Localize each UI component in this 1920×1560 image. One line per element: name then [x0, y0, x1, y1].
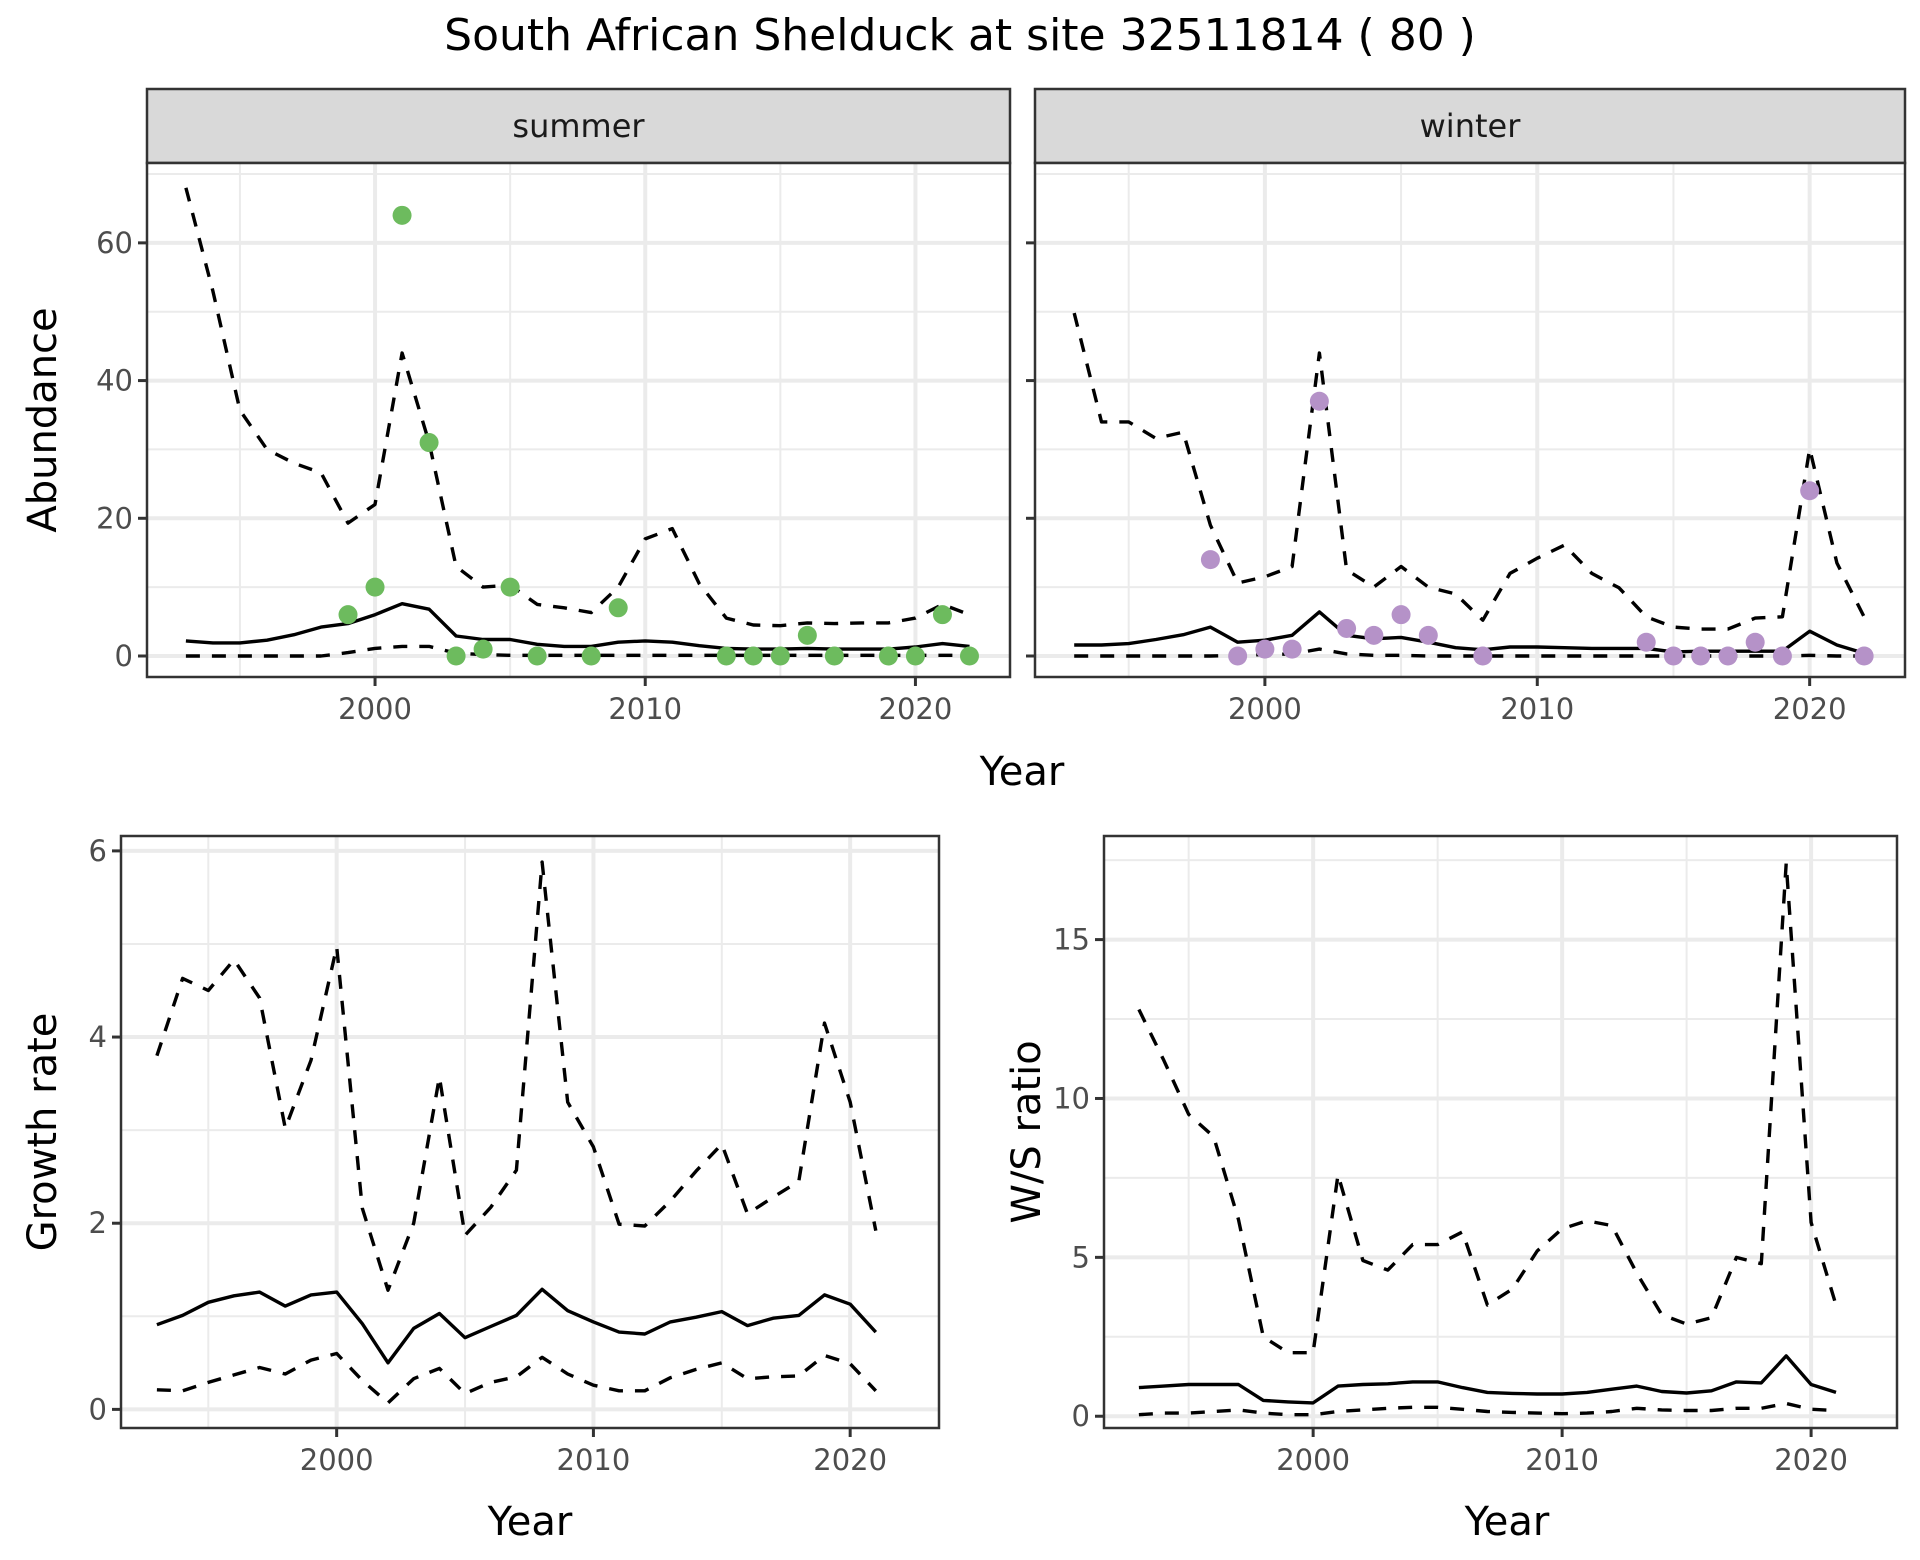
data-point: [932, 605, 952, 625]
series-line-upper: [1137, 861, 1838, 1355]
data-point: [365, 577, 385, 597]
data-point: [1255, 639, 1275, 659]
x-tick-label: 2000: [300, 1443, 374, 1477]
series-line-upper: [155, 860, 878, 1292]
data-point: [905, 646, 925, 666]
y-tick-label: 0: [1072, 1399, 1090, 1433]
x-tick-label: 2020: [813, 1443, 887, 1477]
data-point: [1691, 646, 1711, 666]
y-tick-label: 10: [1053, 1081, 1090, 1115]
data-point: [1663, 646, 1683, 666]
x-tick-label: 2020: [1774, 1443, 1848, 1477]
data-point: [1364, 625, 1384, 645]
data-point: [743, 646, 763, 666]
plot-background: [1104, 836, 1897, 1428]
data-point: [1745, 632, 1765, 652]
series-line-lower: [156, 1351, 878, 1405]
panel-border: [119, 834, 941, 1430]
data-point: [770, 646, 790, 666]
data-point: [419, 433, 439, 453]
y-tick-label: 2: [89, 1206, 107, 1240]
x-tick-label: 2020: [879, 692, 953, 726]
y-tick-label: 40: [96, 364, 133, 398]
data-point: [1200, 550, 1220, 570]
ws-y-axis-title: W/S ratio: [1004, 1040, 1050, 1223]
data-point: [1636, 632, 1656, 652]
panel-abundance-summer: summer 2000 2010 2020 0 20 40 60: [96, 87, 1012, 726]
series-line-mean: [156, 1287, 878, 1365]
data-point: [1391, 605, 1411, 625]
data-point: [797, 625, 817, 645]
data-point: [878, 646, 898, 666]
data-point: [608, 598, 628, 618]
panel-abundance-winter: winter 2000 2010 2020: [1026, 87, 1907, 726]
x-tick-label: 2010: [1500, 692, 1574, 726]
data-point: [959, 646, 979, 666]
panel-ws-ratio: 2000 2010 2020 0 5 10 15: [1053, 834, 1899, 1477]
x-tick-label: 2000: [1276, 1443, 1350, 1477]
data-point: [1337, 618, 1357, 638]
y-tick-label: 0: [115, 639, 133, 673]
plot-background: [1035, 163, 1905, 677]
data-point: [1282, 639, 1302, 659]
strip-summer-bg: [145, 87, 1012, 165]
data-point: [1309, 391, 1329, 411]
growth-y-axis-title: Growth rate: [20, 1013, 66, 1252]
panel-border: [145, 161, 1012, 679]
y-tick-label: 6: [89, 834, 107, 868]
series-line-mean: [1138, 1354, 1837, 1405]
data-point: [392, 205, 412, 225]
growth-x-axis-title: Year: [487, 1499, 573, 1545]
plot-background: [121, 836, 939, 1428]
strip-winter-bg: [1033, 87, 1907, 165]
data-point: [1718, 646, 1738, 666]
x-tick-label: 2010: [557, 1443, 631, 1477]
x-tick-label: 2010: [608, 692, 682, 726]
panel-growth-rate: 2000 2010 2020 0 2 4 6: [89, 834, 941, 1477]
y-tick-label: 4: [89, 1020, 107, 1054]
data-point: [500, 577, 520, 597]
data-point: [1800, 481, 1820, 501]
y-tick-label: 20: [96, 501, 133, 535]
top-y-axis-title: Abundance: [20, 307, 66, 532]
strip-winter-label: winter: [1420, 107, 1522, 145]
x-tick-label: 2010: [1525, 1443, 1599, 1477]
data-point: [527, 646, 547, 666]
x-tick-label: 2000: [1228, 692, 1302, 726]
plot-area-ws: 2000 2010 2020 0 5 10 15: [1053, 834, 1899, 1477]
plot-background: [147, 163, 1010, 677]
data-point: [338, 605, 358, 625]
figure-title: South African Shelduck at site 32511814 …: [444, 10, 1476, 61]
data-point: [1228, 646, 1248, 666]
data-point: [1473, 646, 1493, 666]
plot-area-growth: 2000 2010 2020 0 2 4 6: [89, 834, 941, 1477]
y-tick-label: 0: [89, 1392, 107, 1426]
data-point: [1418, 625, 1438, 645]
x-tick-label: 2020: [1773, 692, 1847, 726]
data-point: [824, 646, 844, 666]
panel-border: [1102, 834, 1899, 1430]
y-tick-label: 15: [1053, 923, 1090, 957]
panel-border: [1033, 161, 1907, 679]
series-line-upper: [1072, 312, 1866, 631]
series-line-lower: [1138, 1401, 1837, 1417]
data-point: [473, 639, 493, 659]
data-point: [716, 646, 736, 666]
top-x-axis-title: Year: [979, 749, 1065, 795]
ws-x-axis-title: Year: [1464, 1499, 1550, 1545]
data-point: [1772, 646, 1792, 666]
data-point: [581, 646, 601, 666]
y-tick-label: 60: [96, 226, 133, 260]
strip-summer-label: summer: [512, 107, 645, 145]
y-tick-label: 5: [1072, 1240, 1090, 1274]
data-point: [446, 646, 466, 666]
plot-area-summer: 2000 2010 2020 0 20 40 60: [96, 161, 1012, 726]
x-tick-label: 2000: [338, 692, 412, 726]
data-point: [1854, 646, 1874, 666]
plot-area-winter: 2000 2010 2020: [1026, 161, 1907, 726]
